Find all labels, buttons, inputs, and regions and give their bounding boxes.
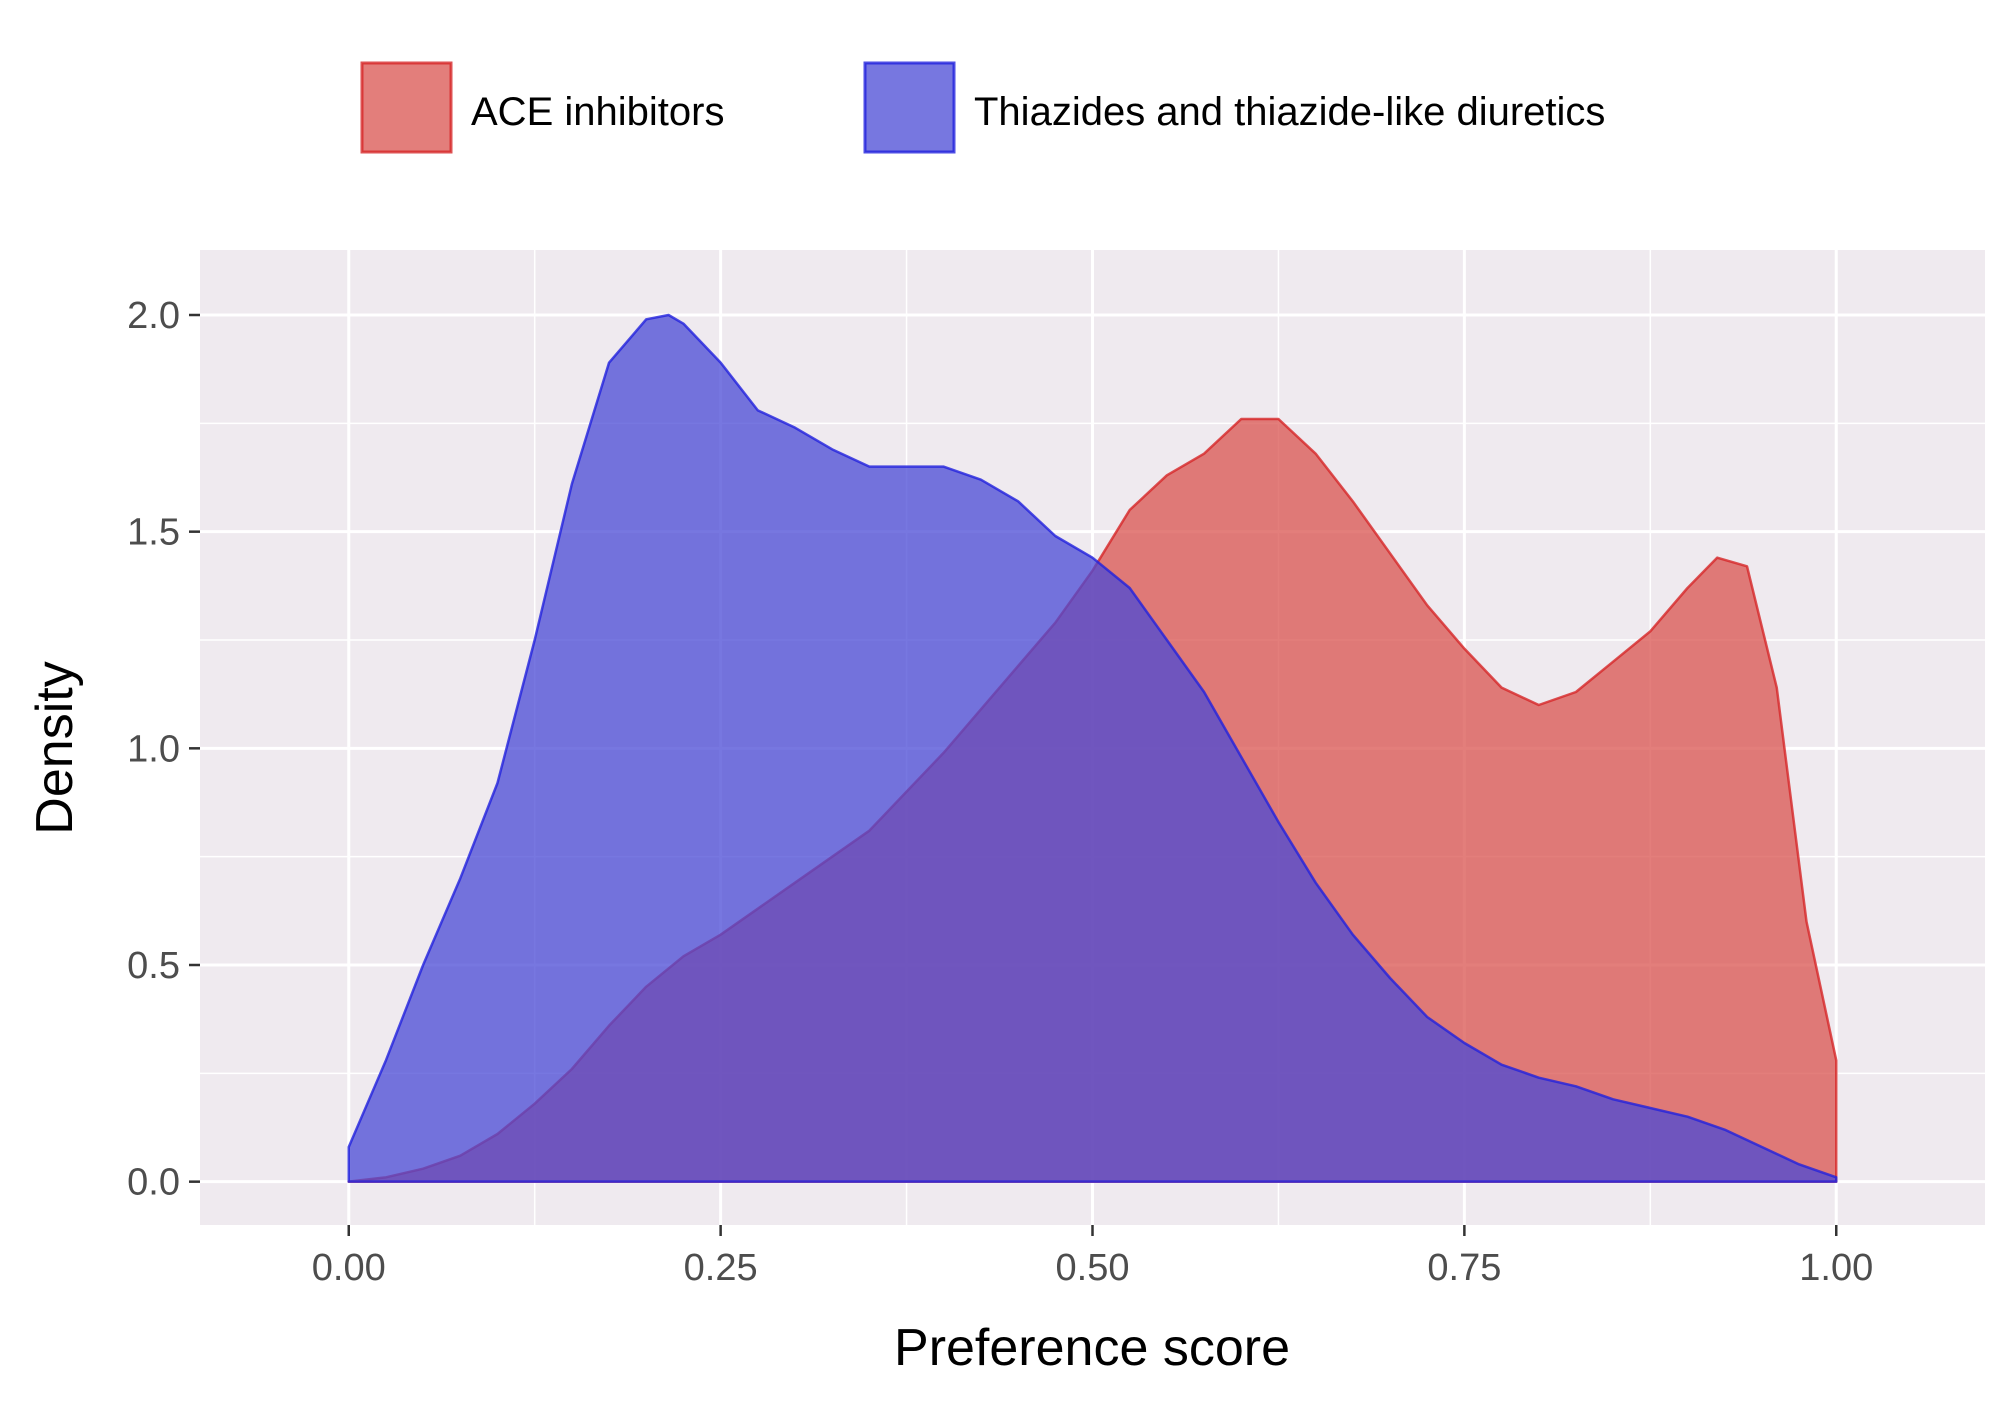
- x-axis: 0.00 0.25 0.50 0.75 1.00: [312, 1225, 1873, 1289]
- legend-label-thiazides: Thiazides and thiazide-like diuretics: [974, 90, 1605, 134]
- legend-key-ace-inhibitors: [360, 61, 453, 154]
- y-tick-label: 0.5: [127, 945, 180, 987]
- y-axis-title: Density: [26, 661, 84, 834]
- x-axis-title: Preference score: [894, 1319, 1290, 1377]
- y-tick-label: 0.0: [127, 1162, 180, 1204]
- x-tick-label: 0.50: [1056, 1247, 1130, 1289]
- legend-label-ace-inhibitors: ACE inhibitors: [471, 90, 724, 134]
- x-tick-label: 1.00: [1799, 1247, 1873, 1289]
- density-area-thiazides: [347, 313, 1838, 1183]
- y-axis: 0.0 0.5 1.0 1.5 2.0: [127, 295, 200, 1204]
- x-tick-label: 0.00: [312, 1247, 386, 1289]
- legend-key-thiazides: [863, 61, 956, 154]
- x-tick-label: 0.75: [1427, 1247, 1501, 1289]
- series-layer: [347, 313, 1838, 1183]
- legend: ACE inhibitors Thiazides and thiazide-li…: [360, 61, 1605, 154]
- y-tick-label: 1.0: [127, 728, 180, 770]
- y-tick-label: 1.5: [127, 512, 180, 554]
- y-tick-label: 2.0: [127, 295, 180, 337]
- x-tick-label: 0.25: [684, 1247, 758, 1289]
